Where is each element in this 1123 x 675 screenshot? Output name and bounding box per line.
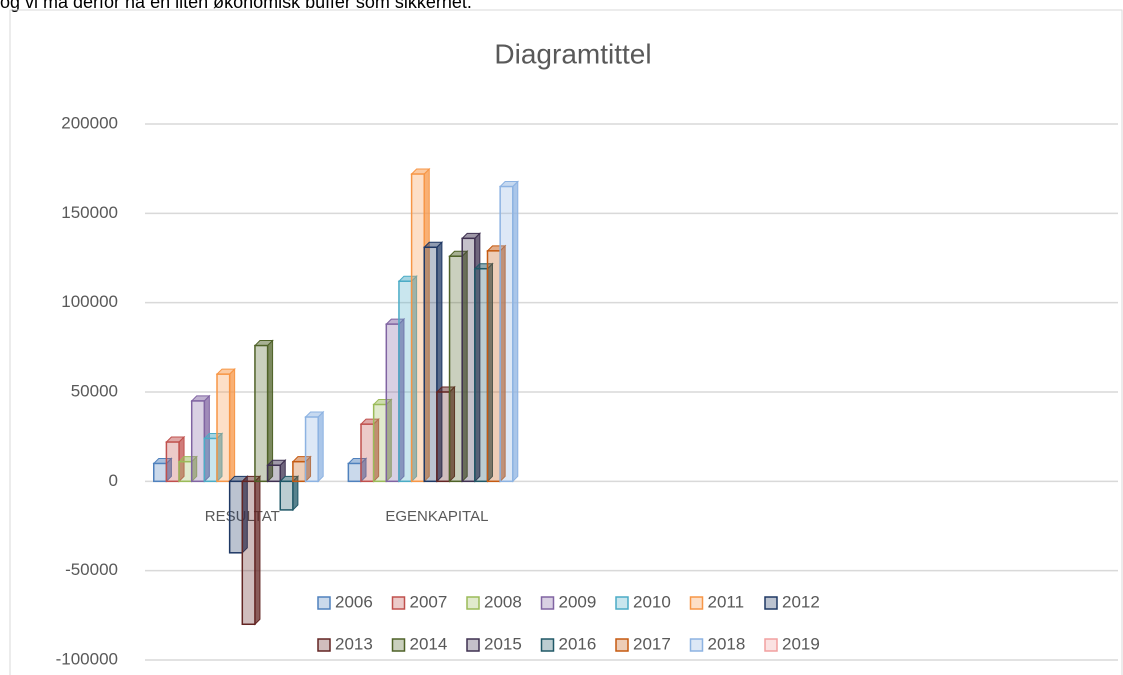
legend-label: 2011 [708,592,745,611]
legend-label: 2009 [559,592,597,611]
legend-swatch [689,596,704,610]
bar-side [229,367,236,483]
y-tick-label: -100000 [56,649,118,668]
x-tick-label: EGENKAPITAL [385,508,488,525]
legend-swatch [540,596,555,610]
y-tick-label: 150000 [61,203,118,222]
body-text: og vi må derfor ha en liten økonomisk bu… [0,0,472,12]
bar [436,391,451,483]
bar-side [512,180,519,483]
legend-swatch [615,638,629,652]
bar [228,480,244,554]
bar [372,403,388,483]
legend-label: 2010 [633,592,671,611]
legend-swatch [466,596,480,610]
legend-label: 2012 [782,592,820,611]
legend-swatch [764,638,778,652]
legend-swatch [317,638,331,652]
legend-label: 2008 [484,592,522,611]
legend-swatch [615,596,629,610]
bar [279,480,294,511]
legend-swatch [391,638,406,652]
bar [448,255,463,483]
bar [190,400,206,483]
legend-label: 2007 [410,592,448,611]
bar [423,246,438,483]
bar [410,173,426,483]
legend-label: 2013 [335,634,373,653]
y-tick-label: 100000 [61,292,118,311]
bar [347,462,362,483]
bar [360,423,375,483]
legend-label: 2006 [335,592,373,611]
bar [153,462,168,483]
legend-swatch [540,638,555,652]
legend-label: 2016 [559,634,597,653]
y-tick-label: 0 [109,471,118,490]
bar [499,185,514,483]
bar-side [254,475,261,626]
legend-swatch [391,596,406,610]
chart-border [9,9,1123,675]
bar [486,250,501,483]
bar [304,416,319,483]
legend-label: 2019 [782,634,820,653]
bar [254,344,269,483]
y-tick-label: 50000 [71,381,118,400]
bar [266,464,281,483]
bar [385,323,400,483]
bar [461,237,476,483]
bar [178,460,193,483]
chart-title: Diagramtittel [494,38,651,69]
bar [165,441,180,483]
y-tick-label: 200000 [61,113,118,132]
bar [398,280,413,483]
legend-swatch [764,596,778,610]
y-tick-label: -50000 [65,560,118,579]
legend-swatch [466,638,480,652]
legend-label: 2015 [484,634,522,653]
legend-swatch [689,638,704,652]
bar [292,460,307,483]
legend-swatch [317,596,331,610]
bar [241,480,256,626]
bar [203,437,218,483]
legend-label: 2017 [633,634,671,653]
legend-label: 2014 [410,634,448,653]
legend-label: 2018 [708,634,746,653]
bar [216,373,231,483]
bar [474,267,489,483]
